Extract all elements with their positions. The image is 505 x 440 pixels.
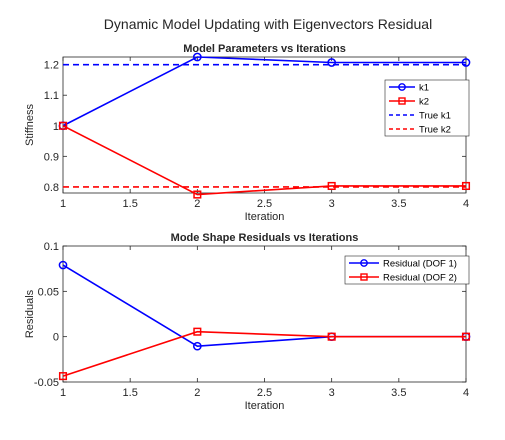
chart2-series-residual-dof-2-point (461, 332, 471, 341)
chart2-series-residual-dof-2-line (62, 330, 466, 377)
chart1-x-axis-label: Iteration (245, 211, 285, 223)
chart2-legend-marker (360, 273, 368, 281)
chart2-series-residual-dof-2-point (327, 332, 336, 341)
chart1-x-tick-label: 2.5 (257, 198, 272, 210)
chart1-series-k1-line (62, 56, 466, 127)
chart1-x-tick-label: 1.5 (123, 198, 138, 210)
chart2-x-axis-label: Iteration (245, 400, 285, 412)
chart-mode-shape-residuals: Mode Shape Residuals vs Iterations 1 1.5 2 2… (24, 232, 471, 412)
figure-suptitle: Dynamic Model Updating with Eigenvectors… (104, 16, 432, 32)
chart1-x-tick-label: 1 (60, 198, 66, 210)
chart2-x-tick-label: 2 (194, 387, 200, 399)
chart1-y-tick-label: 0.9 (44, 151, 59, 163)
chart1-y-tick-label: 1 (53, 121, 59, 133)
chart1-series-k1-point (461, 58, 471, 67)
chart2-y-tick-label: -0.05 (34, 377, 59, 389)
chart1-legend: k1 k2 True k1 True k2 (384, 79, 470, 137)
chart1-series-k2-point (193, 190, 202, 199)
chart1-legend-marker (398, 83, 406, 91)
chart2-legend-label-residual-dof-2: Residual (DOF 2) (383, 273, 457, 284)
chart1-series-k1-point (327, 58, 337, 67)
chart2-y-tick-label: 0 (53, 332, 59, 344)
chart1-y-tick-label: 0.8 (44, 182, 59, 194)
chart2-series-residual-dof-2-point (58, 372, 68, 381)
chart1-series-k1-point (192, 52, 202, 62)
chart2-x-tick-label: 1 (60, 387, 66, 399)
chart2-series-residual-dof-1-point (58, 260, 68, 270)
chart1-x-tick-label: 4 (463, 198, 469, 210)
chart-model-parameters: Model Parameters vs Iterations 1 1.5 2 2.5 3 3… (24, 43, 471, 223)
chart1-series-k2-line (62, 125, 466, 196)
chart1-series-k2-point (327, 181, 336, 191)
chart2-y-tick-label: 0.1 (44, 241, 59, 253)
chart2-legend-marker (360, 259, 368, 267)
chart1-y-tick-label: 1.2 (44, 60, 59, 72)
chart2-x-tick-label: 3 (329, 387, 335, 399)
chart1-legend-label-k2: k2 (419, 97, 429, 108)
chart2-x-tick-label: 2.5 (257, 387, 272, 399)
chart1-legend-label-true-k1: True k1 (419, 111, 451, 122)
chart2-x-tick-label: 4 (463, 387, 469, 399)
chart2-legend: Residual (DOF 1) Residual (DOF 2) (344, 255, 470, 285)
chart2-series-residual-dof-2-point (193, 327, 202, 336)
chart2-y-tick-label: 0.05 (38, 286, 59, 298)
chart1-legend-label-true-k2: True k2 (419, 125, 451, 136)
chart2-x-tick-label: 1.5 (123, 387, 138, 399)
chart1-x-tick-label: 3.5 (391, 198, 406, 210)
chart1-x-tick-label: 3 (329, 198, 335, 210)
chart2-y-axis-label: Residuals (24, 289, 36, 338)
chart1-y-axis-label: Stiffness (24, 104, 36, 146)
chart1-series-k2-point (58, 121, 68, 130)
chart1-legend-marker (398, 97, 406, 105)
chart2-legend-label-residual-dof-1: Residual (DOF 1) (383, 259, 457, 270)
chart1-x-tick-label: 2 (194, 198, 200, 210)
chart2-x-tick-label: 3.5 (391, 387, 406, 399)
chart1-y-tick-label: 1.1 (44, 90, 59, 102)
chart1-title: Model Parameters vs Iterations (183, 43, 346, 55)
chart1-legend-label-k1: k1 (419, 83, 429, 94)
chart2-title: Mode Shape Residuals vs Iterations (171, 232, 359, 244)
chart2-series-residual-dof-1-point (192, 341, 202, 351)
chart1-series-k2-point (461, 181, 471, 191)
